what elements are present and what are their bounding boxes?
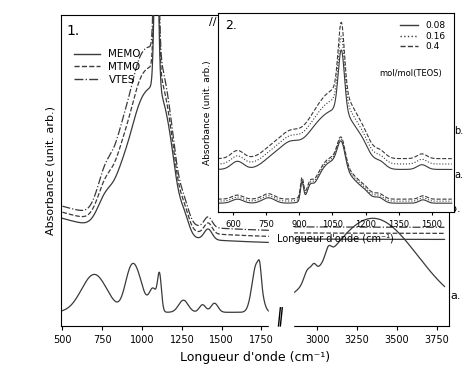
Y-axis label: Absorbance (unit. arb.): Absorbance (unit. arb.)	[45, 106, 55, 235]
Text: a.: a.	[450, 291, 461, 301]
Legend: MEMO, MTMO, VTES: MEMO, MTMO, VTES	[70, 45, 145, 89]
X-axis label: Longueur d'onde (cm⁻¹): Longueur d'onde (cm⁻¹)	[278, 235, 394, 244]
Text: 1.: 1.	[66, 25, 80, 39]
Legend: 0.08, 0.16, 0.4: 0.08, 0.16, 0.4	[397, 18, 449, 55]
Text: a.: a.	[454, 169, 463, 180]
Text: 2.: 2.	[225, 19, 237, 32]
Text: b.: b.	[450, 204, 461, 214]
Text: //: //	[209, 17, 217, 27]
Y-axis label: Absorbance (unit. arb.): Absorbance (unit. arb.)	[203, 60, 212, 165]
Text: b.: b.	[454, 126, 463, 136]
X-axis label: Longueur d'onde (cm⁻¹): Longueur d'onde (cm⁻¹)	[180, 351, 330, 363]
Bar	[270, 0, 293, 334]
Text: mol/mol(TEOS): mol/mol(TEOS)	[380, 69, 442, 78]
